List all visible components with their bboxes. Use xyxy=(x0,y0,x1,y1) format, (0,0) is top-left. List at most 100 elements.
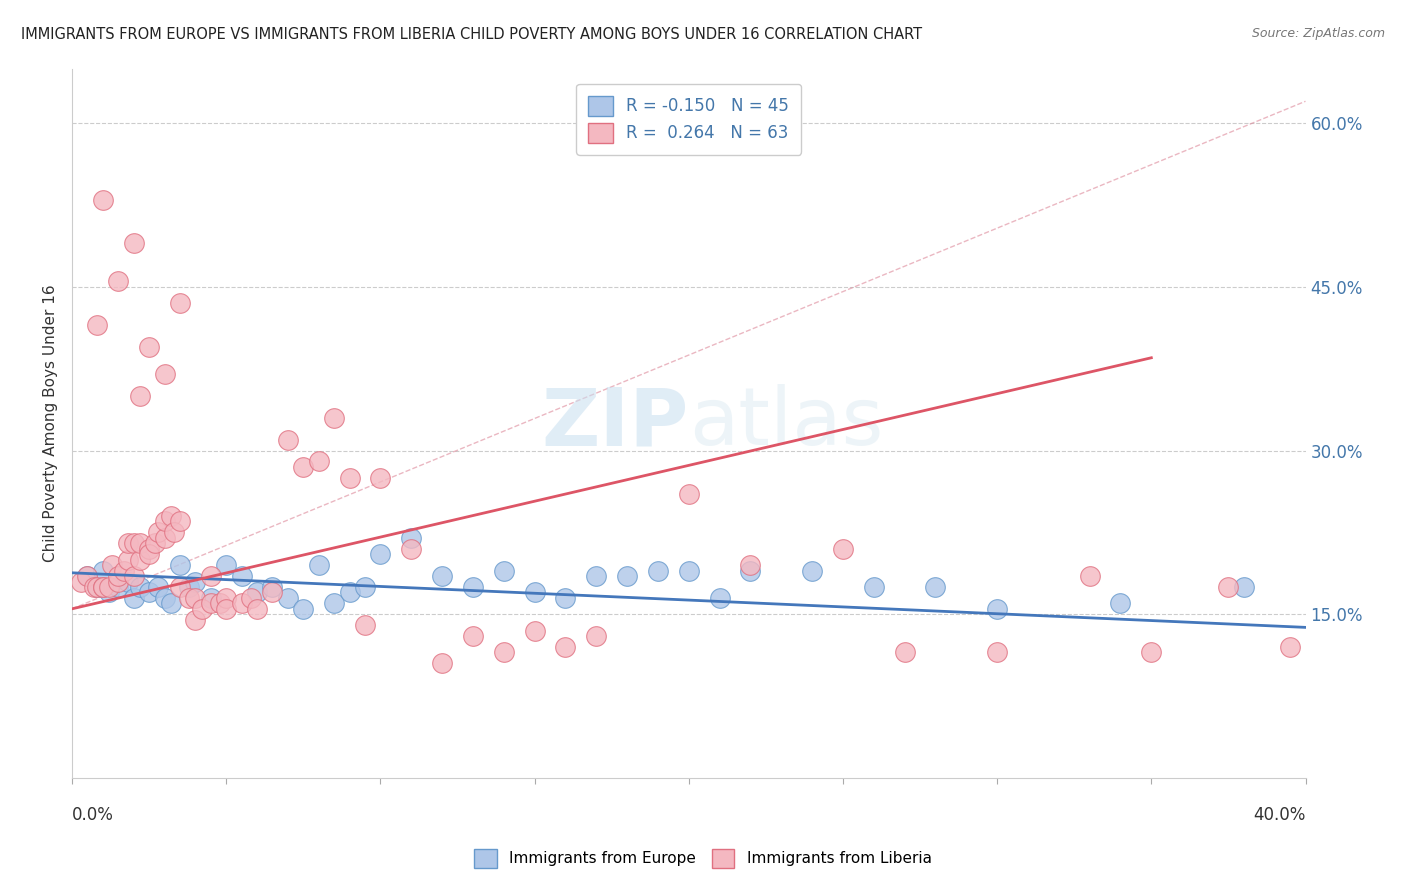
Point xyxy=(292,459,315,474)
Point xyxy=(122,591,145,605)
Point xyxy=(399,531,422,545)
Y-axis label: Child Poverty Among Boys Under 16: Child Poverty Among Boys Under 16 xyxy=(44,285,58,562)
Point xyxy=(70,574,93,589)
Point xyxy=(179,580,201,594)
Point xyxy=(86,580,108,594)
Point xyxy=(492,564,515,578)
Point xyxy=(86,580,108,594)
Point xyxy=(200,596,222,610)
Point xyxy=(159,509,181,524)
Point xyxy=(138,340,160,354)
Point xyxy=(323,410,346,425)
Point xyxy=(647,564,669,578)
Point xyxy=(91,193,114,207)
Point xyxy=(430,569,453,583)
Point xyxy=(114,564,136,578)
Point xyxy=(122,536,145,550)
Point xyxy=(986,602,1008,616)
Point xyxy=(277,591,299,605)
Point xyxy=(262,580,284,594)
Point xyxy=(101,558,124,573)
Point xyxy=(246,602,269,616)
Point xyxy=(169,580,191,594)
Point xyxy=(492,645,515,659)
Point xyxy=(153,591,176,605)
Point xyxy=(76,569,98,583)
Point xyxy=(215,602,238,616)
Point xyxy=(740,558,762,573)
Point xyxy=(98,585,121,599)
Point xyxy=(148,580,170,594)
Point xyxy=(107,274,129,288)
Point xyxy=(138,547,160,561)
Point xyxy=(138,585,160,599)
Text: atlas: atlas xyxy=(689,384,883,462)
Point xyxy=(169,558,191,573)
Point xyxy=(523,585,546,599)
Point xyxy=(200,591,222,605)
Point xyxy=(163,525,186,540)
Point xyxy=(370,547,392,561)
Point xyxy=(117,536,139,550)
Point xyxy=(184,574,207,589)
Point xyxy=(153,367,176,381)
Point xyxy=(323,596,346,610)
Point xyxy=(262,585,284,599)
Point xyxy=(215,558,238,573)
Point xyxy=(1109,596,1132,610)
Point xyxy=(215,591,238,605)
Point xyxy=(190,602,212,616)
Point xyxy=(370,471,392,485)
Point xyxy=(231,596,253,610)
Point xyxy=(1279,640,1302,654)
Point xyxy=(308,454,330,468)
Point xyxy=(862,580,884,594)
Point xyxy=(239,591,262,605)
Text: IMMIGRANTS FROM EUROPE VS IMMIGRANTS FROM LIBERIA CHILD POVERTY AMONG BOYS UNDER: IMMIGRANTS FROM EUROPE VS IMMIGRANTS FRO… xyxy=(21,27,922,42)
Legend: R = -0.150   N = 45, R =  0.264   N = 63: R = -0.150 N = 45, R = 0.264 N = 63 xyxy=(576,84,801,154)
Point xyxy=(83,580,105,594)
Point xyxy=(122,236,145,251)
Point xyxy=(117,574,139,589)
Point xyxy=(159,596,181,610)
Point xyxy=(893,645,915,659)
Point xyxy=(924,580,946,594)
Point xyxy=(143,536,166,550)
Point xyxy=(354,580,377,594)
Point xyxy=(86,318,108,332)
Point xyxy=(461,629,484,643)
Point xyxy=(128,389,150,403)
Point xyxy=(169,296,191,310)
Point xyxy=(246,585,269,599)
Point xyxy=(801,564,824,578)
Text: 0.0%: 0.0% xyxy=(72,806,114,824)
Point xyxy=(430,657,453,671)
Text: 40.0%: 40.0% xyxy=(1253,806,1306,824)
Point xyxy=(91,580,114,594)
Point xyxy=(554,591,576,605)
Legend: Immigrants from Europe, Immigrants from Liberia: Immigrants from Europe, Immigrants from … xyxy=(468,843,938,873)
Point xyxy=(399,541,422,556)
Point xyxy=(107,569,129,583)
Point xyxy=(585,629,607,643)
Point xyxy=(292,602,315,616)
Point xyxy=(339,585,361,599)
Point xyxy=(339,471,361,485)
Point xyxy=(200,569,222,583)
Point xyxy=(354,618,377,632)
Point xyxy=(616,569,638,583)
Point xyxy=(554,640,576,654)
Point xyxy=(148,525,170,540)
Point xyxy=(117,552,139,566)
Point xyxy=(128,552,150,566)
Point xyxy=(678,487,700,501)
Point xyxy=(128,536,150,550)
Point xyxy=(208,596,231,610)
Point xyxy=(1140,645,1163,659)
Point xyxy=(585,569,607,583)
Point xyxy=(1078,569,1101,583)
Point xyxy=(122,569,145,583)
Point xyxy=(153,531,176,545)
Point xyxy=(1218,580,1240,594)
Point xyxy=(986,645,1008,659)
